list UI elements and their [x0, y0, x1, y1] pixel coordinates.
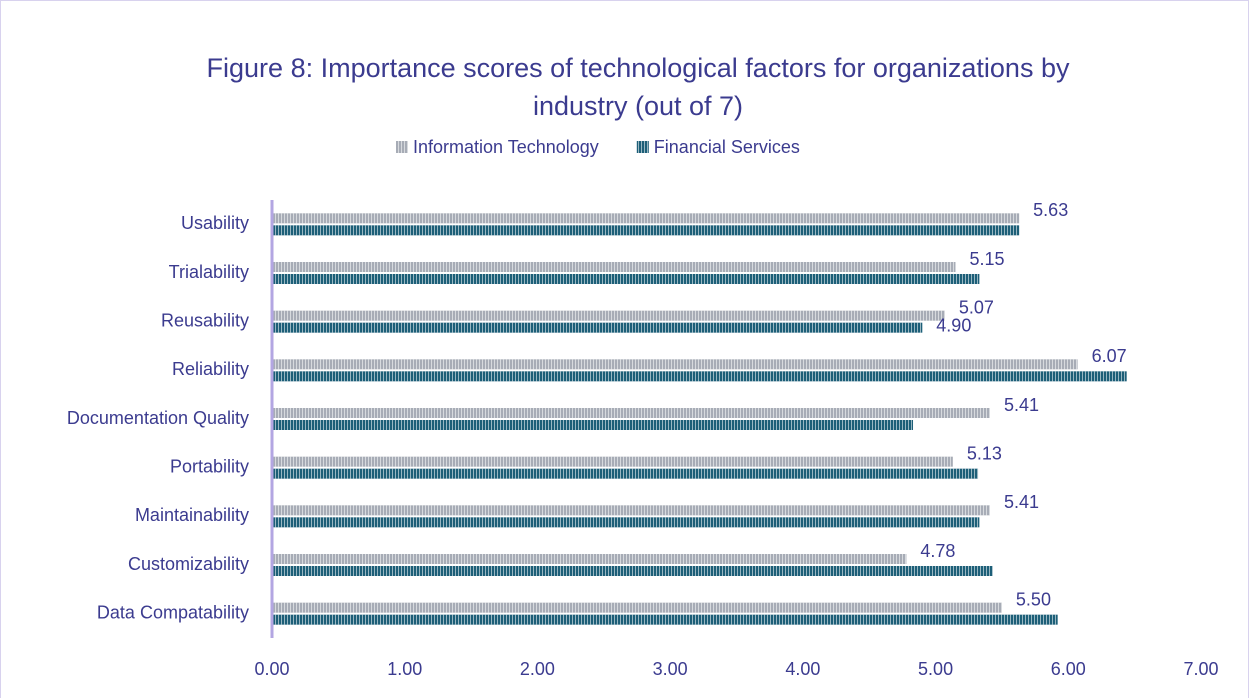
bar-texture: [272, 274, 980, 284]
legend-label: Financial Services: [654, 137, 800, 157]
y-tick-label: Usability: [181, 213, 249, 233]
bar-texture: [272, 310, 945, 321]
x-tick-label: 7.00: [1183, 659, 1218, 679]
bar-texture: [272, 408, 990, 418]
y-tick-label: Customizability: [128, 554, 249, 574]
data-label: 5.07: [959, 297, 994, 317]
chart-title: Figure 8: Importance scores of technolog…: [207, 53, 1070, 83]
x-tick-label: 4.00: [785, 659, 820, 679]
data-label: 5.15: [969, 249, 1004, 269]
x-tick-label: 5.00: [918, 659, 953, 679]
legend-label: Information Technology: [413, 137, 599, 157]
y-tick-label: Reusability: [161, 310, 249, 330]
x-tick-label: 1.00: [387, 659, 422, 679]
y-tick-label: Data Compatability: [97, 602, 249, 622]
data-label: 5.50: [1016, 589, 1051, 609]
legend-swatch-texture: [396, 141, 408, 153]
chart-title: industry (out of 7): [533, 91, 743, 121]
bar-texture: [272, 456, 953, 467]
y-tick-label: Maintainability: [135, 505, 249, 525]
bar-texture: [272, 371, 1127, 382]
bar-texture: [272, 420, 914, 430]
bar-texture: [272, 505, 990, 516]
legend-swatch-texture: [636, 141, 649, 153]
bar-texture: [272, 602, 1002, 613]
bar-texture: [272, 554, 907, 564]
bar-texture: [272, 517, 980, 528]
data-label: 5.41: [1004, 492, 1039, 512]
bar-texture: [272, 213, 1020, 224]
data-label: 5.13: [967, 443, 1002, 463]
y-tick-label: Documentation Quality: [67, 408, 249, 428]
bar-texture: [272, 468, 979, 479]
bar-texture: [272, 322, 923, 333]
data-label: 4.78: [920, 541, 955, 561]
bar-texture: [272, 359, 1078, 370]
x-tick-label: 2.00: [520, 659, 555, 679]
y-tick-label: Portability: [170, 456, 249, 476]
data-label: 6.07: [1092, 346, 1127, 366]
bar-texture: [272, 262, 956, 272]
data-label: 4.90: [936, 315, 971, 335]
x-tick-label: 0.00: [254, 659, 289, 679]
bar-texture: [272, 225, 1020, 236]
bar-texture: [272, 614, 1058, 625]
data-label: 5.63: [1033, 200, 1068, 220]
y-tick-label: Trialability: [169, 262, 249, 282]
y-tick-label: Reliability: [172, 359, 249, 379]
bar-texture: [272, 566, 993, 576]
x-tick-label: 3.00: [653, 659, 688, 679]
x-tick-label: 6.00: [1051, 659, 1086, 679]
data-label: 5.41: [1004, 395, 1039, 415]
